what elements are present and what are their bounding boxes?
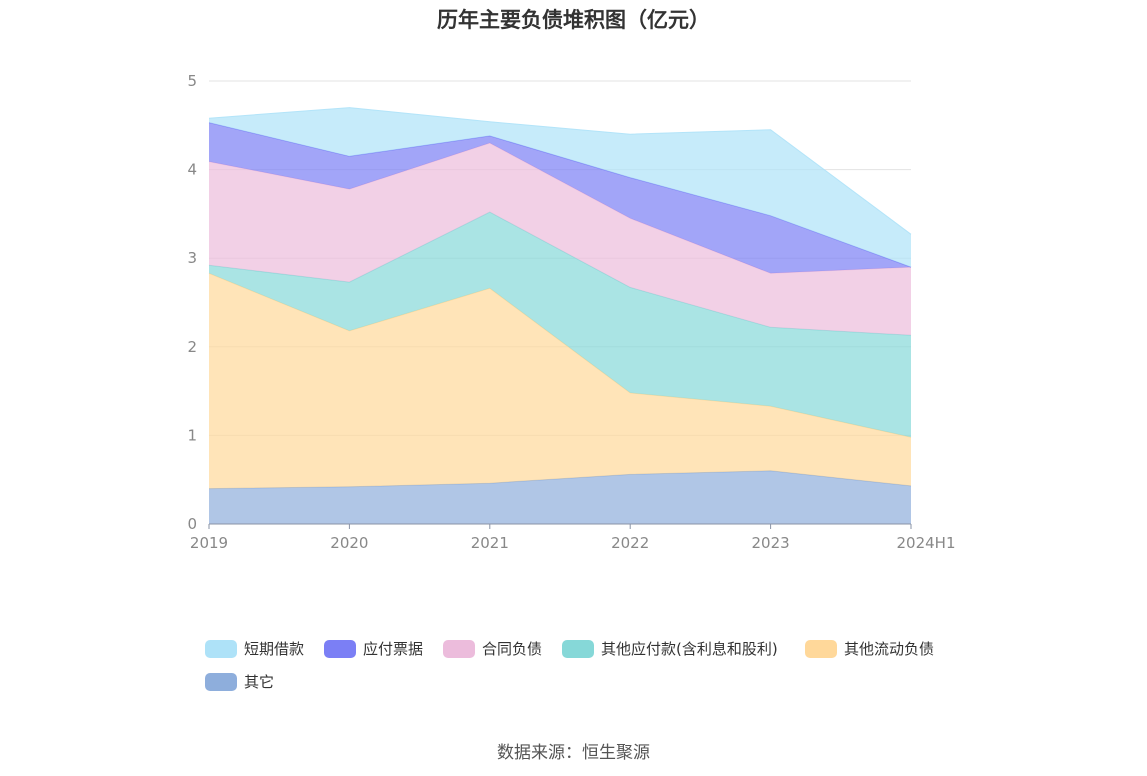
legend-label: 合同负债 [482,640,543,658]
area-edge-5 [208,107,912,235]
legend-swatch [324,639,356,658]
area-series-1 [209,273,911,489]
area-series-5 [209,107,911,268]
source-note: 数据来源：恒生聚源 [497,743,650,763]
x-tick-label: 2019 [190,534,228,552]
y-tick-label: 1 [187,426,197,444]
legend-swatch [205,639,237,658]
legend-item[interactable]: 应付票据 [324,638,423,659]
x-tick-label: 2023 [752,534,790,552]
legend-swatch [562,639,594,658]
legend-swatch [205,672,237,691]
area-series-0 [209,470,911,524]
legend-item[interactable]: 短期借款 [205,638,304,659]
x-tick-label: 2022 [611,534,649,552]
legend-item[interactable]: 合同负债 [443,638,542,659]
y-tick-label: 3 [187,249,197,267]
legend-swatch [443,639,475,658]
area-series-2 [209,212,911,438]
chart-title: 历年主要负债堆积图（亿元） [437,8,710,32]
x-tick-label: 2024H1 [897,534,956,552]
area-series-3 [209,143,911,336]
legend-label: 应付票据 [363,640,424,658]
legend-label: 其它 [244,673,275,691]
legend-label: 其他流动负债 [844,640,935,658]
legend-item[interactable]: 其它 [205,671,274,692]
legend-item[interactable]: 其他应付款(含利息和股利) [562,638,778,659]
x-tick-label: 2021 [471,534,509,552]
legend-swatch [805,639,837,658]
legend-label: 短期借款 [244,640,305,658]
legend-label: 其他应付款(含利息和股利) [601,640,778,658]
y-tick-label: 0 [187,515,197,533]
x-tick-label: 2020 [330,534,368,552]
legend-item[interactable]: 其他流动负债 [805,638,934,659]
y-tick-label: 2 [187,338,197,356]
area-series-4 [209,122,911,274]
y-tick-label: 5 [187,72,197,90]
y-tick-label: 4 [187,161,197,179]
